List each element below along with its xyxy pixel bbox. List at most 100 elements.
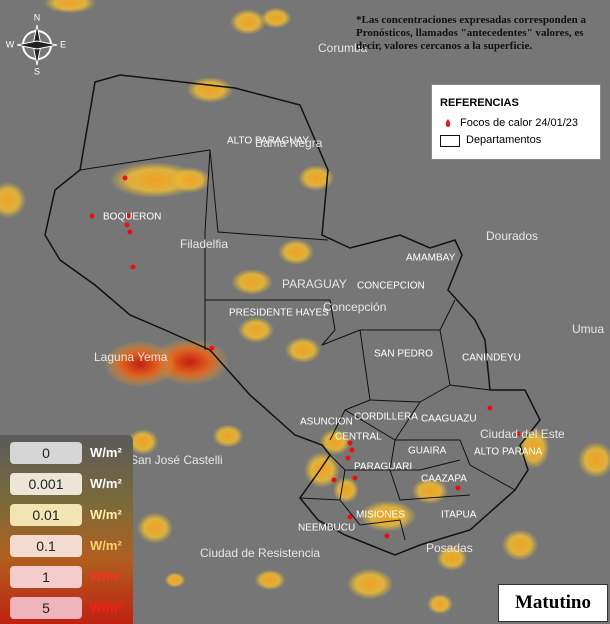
fire-point [125, 213, 131, 219]
compass-e: E [60, 39, 66, 49]
heat-blob [103, 340, 177, 388]
heat-blob [577, 441, 610, 479]
place-label: PARAGUAY [282, 277, 347, 291]
fire-point [347, 440, 353, 446]
compass-s: S [34, 66, 40, 76]
fire-point [122, 175, 128, 181]
heat-blob [44, 0, 96, 14]
department-label: CONCEPCION [357, 281, 425, 292]
heat-blob [164, 572, 186, 588]
heat-blob [346, 568, 394, 600]
department-label: CANINDEYU [462, 353, 521, 364]
fire-point [89, 213, 95, 219]
fire-point [127, 229, 133, 235]
department-label: AMAMBAY [406, 253, 456, 264]
fire-point [130, 264, 136, 270]
department-label: CAAZAPA [421, 474, 467, 485]
scale-level: 0 [10, 442, 82, 464]
place-label: San José Castelli [130, 453, 223, 467]
scale-unit: W/m² [90, 569, 122, 584]
period-label: Matutino [498, 584, 608, 622]
fire-point [384, 533, 390, 539]
compass-w: W [6, 39, 15, 49]
scale-level: 1 [10, 566, 82, 588]
department-label: ASUNCION [300, 417, 353, 428]
fire-point [331, 477, 337, 483]
place-label: Umua [572, 322, 604, 336]
legend-item: Focos de calor 24/01/23 [460, 117, 579, 129]
scale-unit: W/m² [90, 476, 122, 491]
scale-unit: W/m² [90, 538, 122, 553]
department-label: SAN PEDRO [374, 349, 433, 360]
place-label: Dourados [486, 229, 538, 243]
scale-level: 5 [10, 597, 82, 619]
legend-item: Departamentos [466, 134, 542, 146]
department-label: PARAGUARI [354, 462, 412, 473]
heat-blob [229, 9, 267, 35]
compass-n: N [34, 12, 41, 22]
heat-blob [297, 165, 335, 191]
department-label: CAAGUAZU [421, 414, 477, 425]
fire-point [352, 475, 358, 481]
heat-blob [436, 545, 468, 571]
heat-blob [136, 512, 174, 544]
department-label: GUAIRA [408, 446, 447, 457]
place-label: Concepción [323, 300, 386, 314]
heat-blob [186, 77, 234, 103]
fire-point [487, 405, 493, 411]
department-borders [79, 149, 516, 541]
fire-point [455, 485, 461, 491]
department-label: ALTO PARAGUAY [227, 136, 309, 147]
legend-title: REFERENCIAS [440, 97, 519, 109]
legend: REFERENCIAS Focos de calor 24/01/23 Depa… [431, 84, 601, 160]
heat-blob [212, 424, 244, 448]
heat-blob [319, 429, 351, 455]
department-label: NEEMBUCU [298, 523, 355, 534]
place-label: Laguna Yema [94, 350, 168, 364]
place-label: Posadas [426, 541, 473, 555]
fire-point [349, 447, 355, 453]
department-label: MISIONES [356, 510, 405, 521]
fire-point [345, 455, 351, 461]
heat-blob [237, 317, 275, 343]
department-label: CORDILLERA [354, 412, 418, 423]
heat-blob [333, 477, 359, 503]
compass: N S E W [6, 12, 66, 76]
heat-blob [254, 569, 286, 591]
heat-blob [260, 7, 292, 29]
fire-point [347, 514, 353, 520]
heat-blob [359, 500, 417, 532]
heat-blob [169, 167, 211, 193]
fire-layer [89, 175, 521, 539]
scale-level: 0.1 [10, 535, 82, 557]
scale-level: 0.01 [10, 504, 82, 526]
heat-blob [0, 181, 27, 219]
heat-blob [127, 429, 159, 455]
scale-unit: W/m² [90, 445, 122, 460]
country-border [44, 74, 541, 556]
heat-blob [501, 529, 539, 561]
scale-unit: W/m² [90, 600, 122, 615]
department-label: ITAPUA [441, 510, 477, 521]
heat-blob [427, 593, 453, 615]
scale-unit: W/m² [90, 507, 122, 522]
place-label: Ciudad del Este [480, 427, 565, 441]
fire-point [209, 345, 215, 351]
place-label: Ciudad de Resistencia [200, 546, 320, 560]
heat-blob [303, 451, 341, 489]
scale-level: 0.001 [10, 473, 82, 495]
department-label: PRESIDENTE HAYES [229, 308, 329, 319]
heat-blob [284, 337, 322, 363]
department-label: CENTRAL [335, 432, 382, 443]
place-label: Filadelfia [180, 237, 228, 251]
place-label: Corumbá [318, 41, 368, 55]
place-label: Bahía Negra [255, 136, 323, 150]
fire-point [515, 431, 521, 437]
heat-blob [231, 269, 273, 295]
department-label: ALTO PARANA [474, 447, 543, 458]
color-scale: 0 W/m² 0.001 W/m² 0.01 W/m² 0.1 W/m² 1 W/m² 5 W/m² [0, 435, 133, 624]
labels: ALTO PARAGUAY BOQUERON PRESIDENTE HAYES AMA… [94, 41, 604, 560]
